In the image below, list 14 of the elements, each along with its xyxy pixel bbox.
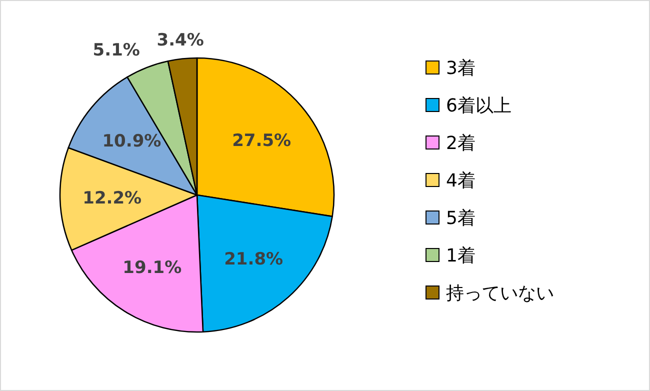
legend-label: 1着 — [446, 246, 476, 266]
legend-label: 2着 — [446, 133, 476, 154]
data-label: 10.9% — [102, 132, 162, 152]
data-label: 27.5% — [232, 130, 292, 151]
data-label: 5.1% — [92, 40, 140, 61]
data-label: 21.8% — [224, 249, 284, 270]
legend-label: 3着 — [446, 58, 476, 79]
legend-label: 持っていない — [446, 283, 554, 304]
data-label: 12.2% — [82, 188, 142, 209]
legend-label: 5着 — [446, 208, 476, 229]
data-label: 19.1% — [122, 258, 182, 278]
data-label: 3.4% — [156, 30, 204, 51]
legend-label: 4着 — [446, 170, 476, 192]
legend-label: 6着以上 — [446, 96, 512, 116]
